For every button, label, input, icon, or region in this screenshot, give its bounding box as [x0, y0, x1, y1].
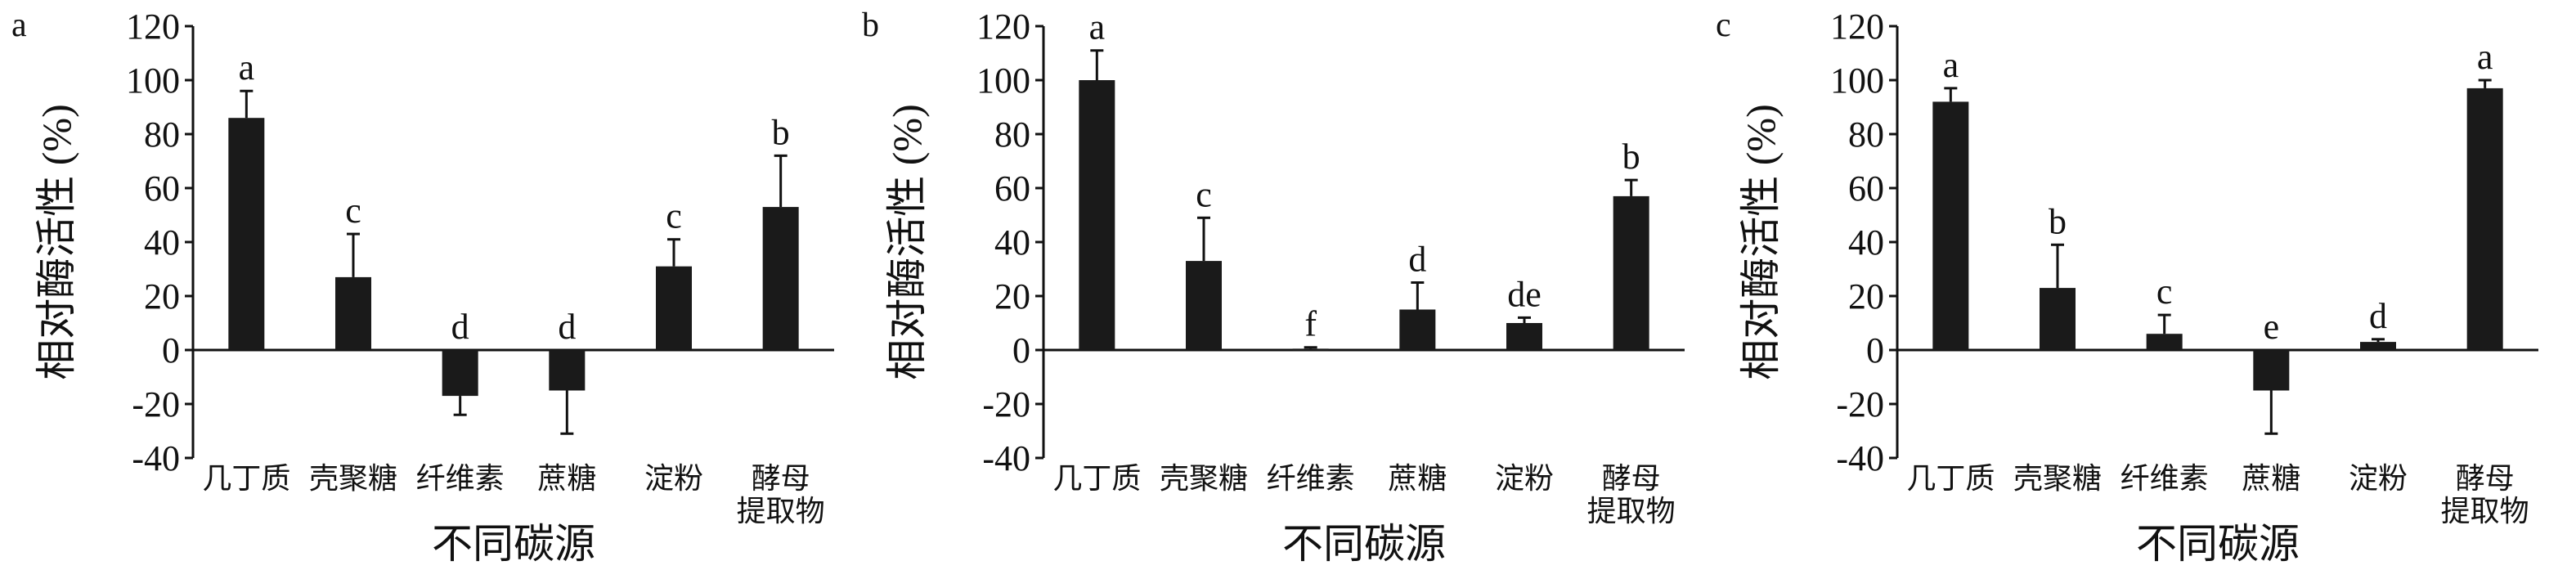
bar — [1506, 323, 1542, 350]
x-axis-label: 不同碳源 — [432, 521, 595, 567]
y-tick-label: 100 — [126, 61, 180, 101]
y-tick-label: 80 — [994, 114, 1030, 155]
y-tick-label: 120 — [1830, 7, 1884, 47]
x-tick-label: 几丁质 — [1052, 462, 1142, 496]
bar — [1292, 348, 1329, 351]
x-tick-label: 酵母 提取物 — [1586, 462, 1676, 528]
significance-letter: d — [558, 307, 576, 347]
bar — [2253, 350, 2290, 391]
y-tick-label: -40 — [982, 438, 1030, 478]
significance-letter: b — [772, 112, 790, 152]
x-tick-label: 酵母 提取物 — [2440, 462, 2529, 528]
significance-letter: c — [345, 191, 361, 231]
x-tick-label: 淀粉 — [1494, 462, 1554, 496]
bar — [1399, 309, 1436, 350]
significance-letter: de — [1507, 274, 1542, 314]
y-tick-label: -40 — [132, 438, 180, 478]
y-tick-label: 0 — [1866, 330, 1884, 370]
y-tick-label: -20 — [982, 384, 1030, 424]
y-tick-label: -20 — [132, 384, 180, 424]
y-tick-label: 0 — [1012, 330, 1030, 370]
bar — [762, 207, 799, 350]
panel-label: a — [11, 7, 27, 44]
x-tick-label: 壳聚糖 — [1159, 462, 1248, 496]
y-tick-label: 20 — [1848, 276, 1884, 316]
significance-letter: a — [2477, 37, 2493, 77]
x-tick-label: 纤维素 — [2120, 462, 2209, 496]
y-tick-label: 120 — [976, 7, 1030, 47]
bar — [549, 350, 586, 391]
bar — [1079, 80, 1115, 350]
y-tick-label: 120 — [126, 7, 180, 47]
significance-letter: d — [1408, 240, 1426, 280]
y-tick-label: 80 — [1848, 114, 1884, 155]
y-tick-label: 60 — [994, 168, 1030, 209]
bar — [2146, 334, 2183, 350]
significance-letter: f — [1304, 304, 1317, 344]
bar — [1932, 101, 1969, 351]
x-tick-label: 几丁质 — [202, 462, 291, 496]
x-tick-label: 酵母 提取物 — [736, 462, 825, 528]
significance-letter: e — [2264, 307, 2280, 347]
bar — [228, 118, 265, 350]
x-tick-label: 蔗糖 — [537, 462, 597, 496]
panel-label: c — [1716, 7, 1731, 44]
y-tick-label: 40 — [144, 222, 180, 263]
y-axis-label: 相对酶活性 (%) — [1738, 104, 1784, 379]
y-tick-label: 100 — [976, 61, 1030, 101]
bar — [2040, 288, 2076, 350]
bar — [2360, 342, 2396, 350]
bar — [1613, 195, 1649, 350]
x-tick-label: 纤维素 — [1266, 462, 1355, 496]
x-axis-label: 不同碳源 — [1282, 521, 1446, 567]
y-tick-label: 20 — [994, 276, 1030, 316]
significance-letter: b — [1622, 137, 1640, 177]
significance-letter: a — [239, 47, 255, 88]
y-tick-label: -20 — [1836, 384, 1884, 424]
x-axis-label: 不同碳源 — [2136, 521, 2300, 567]
significance-letter: d — [2369, 296, 2387, 336]
x-tick-label: 纤维素 — [415, 462, 505, 496]
significance-letter: c — [666, 196, 682, 236]
y-tick-label: -40 — [1836, 438, 1884, 478]
y-tick-label: 40 — [994, 222, 1030, 263]
y-tick-label: 60 — [1848, 168, 1884, 209]
significance-letter: b — [2049, 201, 2067, 241]
x-tick-label: 淀粉 — [2348, 462, 2408, 496]
y-tick-label: 20 — [144, 276, 180, 316]
significance-letter: c — [1196, 174, 1212, 214]
significance-letter: d — [451, 307, 469, 347]
y-axis-label: 相对酶活性 (%) — [884, 104, 930, 379]
y-tick-label: 0 — [162, 330, 180, 370]
significance-letter: a — [1089, 7, 1106, 47]
y-tick-label: 100 — [1830, 61, 1884, 101]
panel-label: b — [862, 7, 879, 44]
significance-letter: a — [1943, 45, 1959, 85]
y-tick-label: 80 — [144, 114, 180, 155]
x-tick-label: 蔗糖 — [1388, 462, 1447, 496]
x-tick-label: 蔗糖 — [2242, 462, 2301, 496]
y-tick-label: 60 — [144, 168, 180, 209]
x-tick-label: 几丁质 — [1906, 462, 1995, 496]
x-tick-label: 壳聚糖 — [308, 462, 397, 496]
bar — [1186, 261, 1222, 350]
bar — [2466, 88, 2503, 351]
y-tick-label: 40 — [1848, 222, 1884, 263]
bar — [656, 266, 692, 350]
y-axis-label: 相对酶活性 (%) — [34, 104, 79, 379]
x-tick-label: 淀粉 — [644, 462, 703, 496]
significance-letter: c — [2156, 272, 2173, 312]
bar — [442, 350, 478, 397]
x-tick-label: 壳聚糖 — [2013, 462, 2102, 496]
bar — [335, 276, 371, 350]
